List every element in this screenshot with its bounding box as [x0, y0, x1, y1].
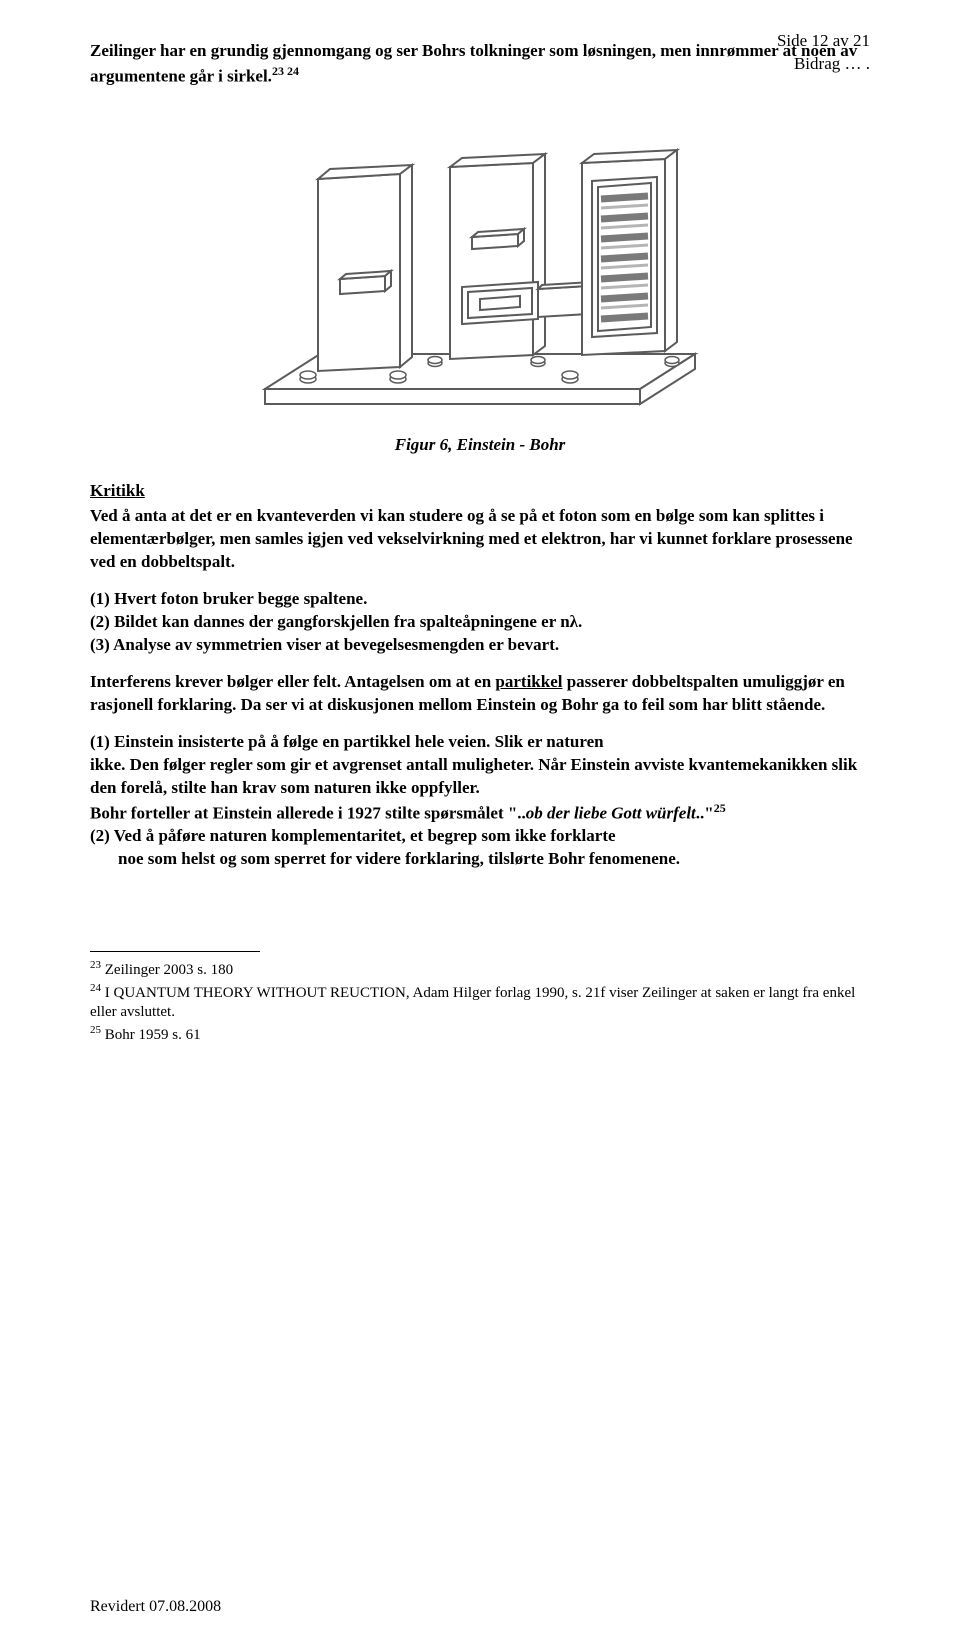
intro-sup: 23 24 — [272, 64, 299, 78]
figure-container — [90, 119, 870, 419]
list2-p2-lead: (2) Ved å påføre naturen komplementarite… — [90, 825, 870, 848]
list1-item2: (2) Bildet kan dannes der gangforskjelle… — [90, 611, 870, 634]
interf-pre: Interferens krever bølger eller felt. An… — [90, 672, 495, 691]
intro-text: Zeilinger har en grundig gjennomgang og … — [90, 41, 857, 86]
bidrag-line: Bidrag … . — [777, 53, 870, 76]
figure-caption: Figur 6, Einstein - Bohr — [90, 434, 870, 457]
quote-tail: .." — [696, 803, 714, 822]
list1-item1: (1) Hvert foton bruker begge spaltene. — [90, 588, 870, 611]
kritikk-body: Ved å anta at det er en kvanteverden vi … — [90, 505, 870, 574]
einstein-bohr-figure — [240, 119, 720, 419]
list2-p2-body: noe som helst og som sperret for videre … — [118, 848, 870, 871]
interferens-paragraph: Interferens krever bølger eller felt. An… — [90, 671, 870, 717]
page-header: Side 12 av 21 Bidrag … . — [777, 30, 870, 76]
interf-underline: partikkel — [495, 672, 562, 691]
quote-lead: Bohr forteller at Einstein allerede i 19… — [90, 803, 526, 822]
page-number: Side 12 av 21 — [777, 30, 870, 53]
quote-italic: ob der liebe Gott würfelt — [526, 803, 696, 822]
footer-revidert: Revidert 07.08.2008 — [90, 1596, 221, 1618]
list2-p1-lead: (1) Einstein insisterte på å følge en pa… — [90, 731, 870, 754]
footnote-25: 25 Bohr 1959 s. 61 — [90, 1023, 870, 1046]
intro-paragraph: Zeilinger har en grundig gjennomgang og … — [90, 40, 870, 89]
list2-item1: (1) Einstein insisterte på å følge en pa… — [90, 731, 870, 825]
list2-p1-body: ikke. Den følger regler som gir et avgre… — [90, 754, 870, 800]
footnote-separator — [90, 951, 260, 952]
quote-sup: 25 — [714, 801, 726, 815]
footnote-23: 23 Zeilinger 2003 s. 180 — [90, 958, 870, 981]
list1-item3: (3) Analyse av symmetrien viser at beveg… — [90, 634, 870, 657]
list2-p1-quote: Bohr forteller at Einstein allerede i 19… — [90, 800, 870, 826]
footnote-24: 24 I QUANTUM THEORY WITHOUT REUCTION, Ad… — [90, 981, 870, 1023]
kritikk-heading: Kritikk — [90, 480, 870, 503]
list2-item2: (2) Ved å påføre naturen komplementarite… — [90, 825, 870, 871]
